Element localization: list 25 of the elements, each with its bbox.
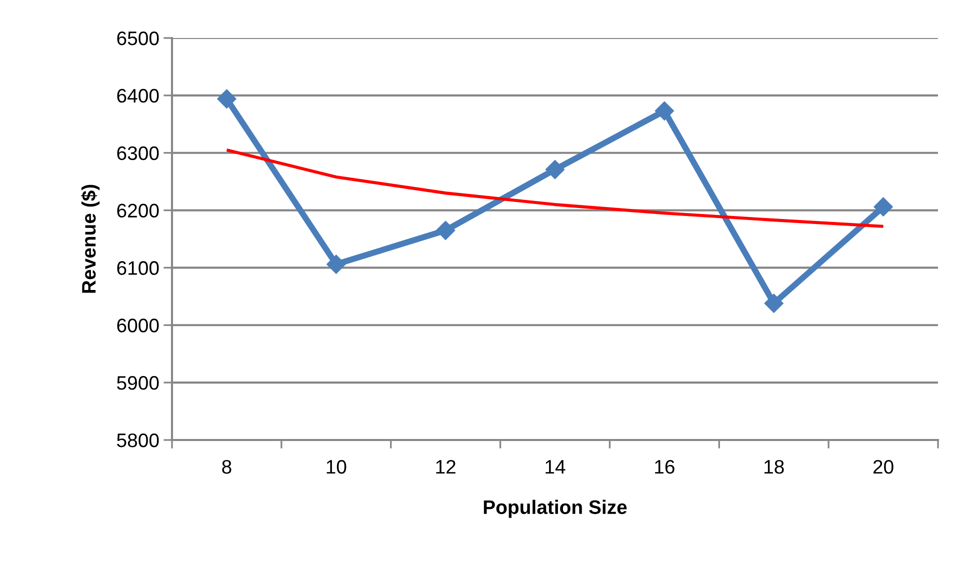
y-tick-label: 6200 xyxy=(117,204,159,218)
point xyxy=(873,197,894,217)
y-tick-label: 6300 xyxy=(117,146,159,160)
point xyxy=(216,89,237,109)
x-tick-label: 16 xyxy=(655,460,674,474)
x-axis-title: Population Size xyxy=(484,500,627,518)
point xyxy=(326,254,346,274)
x-tick-label: 18 xyxy=(764,460,784,474)
line-series xyxy=(225,148,885,228)
x-tick-label: 20 xyxy=(873,460,894,474)
y-tick-label: 5800 xyxy=(117,433,159,448)
y-tick-label: 6000 xyxy=(117,318,159,332)
y-tick-label: 5900 xyxy=(117,376,159,390)
point xyxy=(436,220,456,240)
x-tick-label: 8 xyxy=(222,460,232,474)
point xyxy=(764,294,784,314)
x-tick-label: 10 xyxy=(326,460,346,474)
y-tick-label: 6400 xyxy=(117,88,159,103)
point xyxy=(654,101,674,121)
y-tick-label: 6500 xyxy=(117,31,159,46)
x-tick-label: 12 xyxy=(436,460,456,474)
point xyxy=(545,160,565,180)
x-tick-label: 14 xyxy=(546,460,566,474)
y-axis-title: Revenue ($) xyxy=(81,184,100,293)
y-tick-label: 6100 xyxy=(117,261,159,275)
